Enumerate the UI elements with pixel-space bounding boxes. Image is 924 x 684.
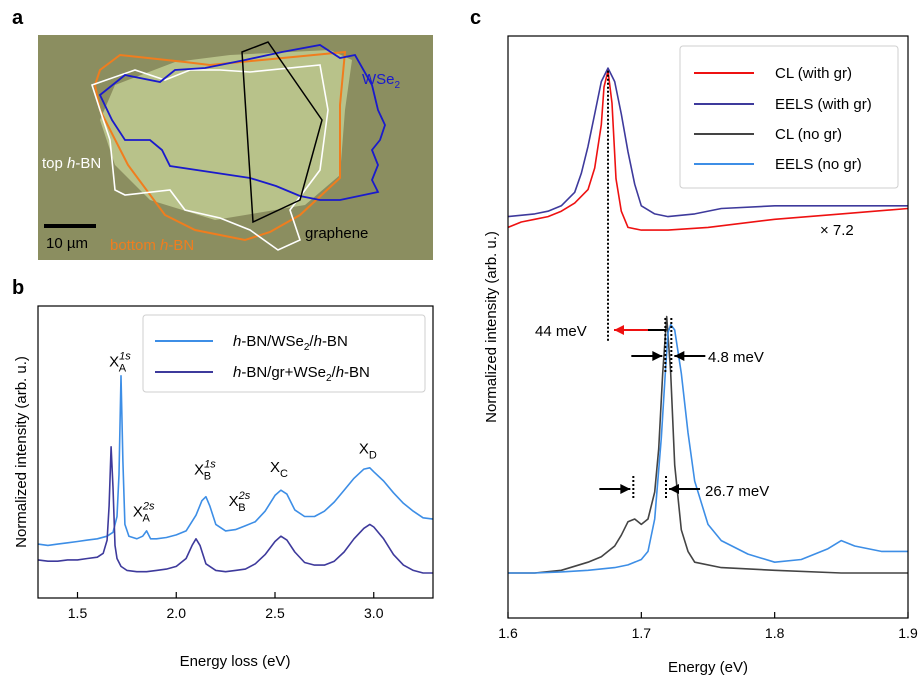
plot-c-series-line-2 [508,315,908,574]
plot-c-series-line-3 [508,323,908,574]
scale-bar [44,224,96,228]
peak-label: X2s B [229,490,251,514]
plot-b-legend-box [142,314,426,393]
top-hbn-label: top h-BN [42,155,101,172]
peak-label: X2s A [133,500,155,524]
plot-b-ylabel: Normalized intensity (arb. u.) [13,356,30,548]
legend-label-c-1: EELS (with gr) [775,96,872,113]
legend-label-b-1: h-BN/gr+WSe2/h-BN [233,364,370,384]
legend-label-b-0: h-BN/WSe2/h-BN [233,333,348,353]
plot-c-tick-label: 1.9 [898,625,918,641]
plot-c-tick-label: 1.7 [632,625,652,641]
fwhm-broad-left-arrow-head [620,484,631,494]
fwhm-narrow-left-arrow-head [652,351,663,361]
panel-label-c: c [470,7,481,29]
fwhm-narrow-right-arrow-head [674,351,685,361]
plot-c-frame [507,35,909,619]
plot-c-legend-box [679,45,899,189]
plot-c: 1.6 1.7 1.8 1.9 Energy (eV) Normalized inte… [483,35,918,676]
plot-c-legend: CL (with gr) EELS (with gr) CL (no gr) E… [679,45,899,189]
plot-b-peak-labels: X1s A X2s A X1s B X2s B XC XD [109,351,377,525]
plot-b-tick-label: 2.0 [167,605,187,621]
micrograph: WSe2 top h-BN bottom h-BN graphene 10 µm [38,35,433,260]
peak-label: XD [359,440,377,461]
wse2-outline [98,44,386,201]
plot-b-frame [37,305,434,599]
legend-label-c-0: CL (with gr) [775,65,852,82]
plot-b-tick-label: 3.0 [364,605,384,621]
fwhm-broad-label: 26.7 meV [705,483,769,500]
plot-b-xticks: 1.5 2.0 2.5 3.0 [68,592,384,621]
plot-c-ylabel: Normalized intensity (arb. u.) [483,231,500,423]
plot-c-tick-label: 1.6 [498,625,518,641]
scale-bar-label: 10 µm [46,235,88,252]
graphene-outline [241,41,323,224]
top-hbn-outline [91,64,329,251]
bottom-hbn-outline [93,50,347,242]
plot-b-tick-label: 2.5 [265,605,285,621]
plot-b-series-line-1 [37,446,433,574]
peak-label: XC [270,459,288,480]
bottom-hbn-label: bottom h-BN [110,237,194,254]
panel-label-b: b [12,277,24,299]
legend-label-c-2: CL (no gr) [775,126,842,143]
graphene-label: graphene [305,225,368,242]
legend-label-c-3: EELS (no gr) [775,156,862,173]
plot-b-tick-label: 1.5 [68,605,88,621]
shift-label: 44 meV [535,323,587,340]
panel-label-a: a [12,7,24,29]
peak-label: X1s A [109,351,131,375]
scale-factor-label: × 7.2 [820,222,854,239]
plot-b-legend: h-BN/WSe2/h-BN h-BN/gr+WSe2/h-BN [142,314,426,393]
plot-c-xticks: 1.6 1.7 1.8 1.9 [498,612,918,641]
fwhm-broad-right-arrow-head [669,484,679,494]
shift-arrow-red-head [614,325,624,335]
wse2-label: WSe2 [362,71,401,91]
peak-label: X1s B [194,458,216,482]
plot-c-annotations [599,70,706,500]
fwhm-narrow-label: 4.8 meV [708,349,764,366]
flake-region [100,50,352,220]
plot-b: 1.5 2.0 2.5 3.0 Energy loss (eV) Normalized… [13,305,434,670]
plot-b-curves [37,375,434,574]
plot-b-xlabel: Energy loss (eV) [180,653,291,670]
plot-c-xlabel: Energy (eV) [668,659,748,676]
plot-c-tick-label: 1.8 [765,625,785,641]
plot-c-series-line-1 [507,67,908,218]
